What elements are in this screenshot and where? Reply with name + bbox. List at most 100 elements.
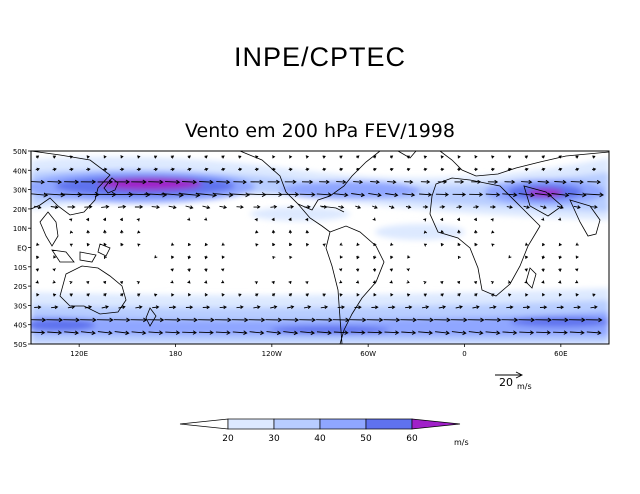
wind-arrow [372,167,377,172]
wind-arrow [255,230,259,234]
wind-arrow [69,293,74,297]
wind-arrow [366,317,384,323]
wind-arrow [69,167,74,172]
reference-unit: m/s [517,382,532,391]
wind-arrow [451,330,467,336]
wind-arrow [169,305,177,310]
wind-arrow [423,218,427,222]
wind-arrow [305,155,310,159]
wind-arrow [46,317,64,323]
wind-arrow [137,155,141,159]
wind-arrow [556,205,564,210]
colorbar-label: 50 [360,434,372,444]
wind-arrow [573,205,581,210]
wind-arrow [204,167,209,172]
south-america-coastline [325,225,385,344]
wind-arrow [406,293,411,297]
wind-arrow [417,317,434,323]
reference-arrow-head [515,371,524,379]
wind-arrow [338,205,345,209]
wind-arrow [271,217,275,221]
wind-arrow [182,330,197,335]
wind-arrow [501,317,519,323]
wind-arrow [372,217,376,221]
lon-label: 180 [169,350,182,358]
wind-arrow [204,280,208,284]
new-zealand-coastline [145,307,157,327]
wind-arrow [305,217,309,222]
wind-arrow [406,155,411,159]
wind-arrow [271,280,275,285]
wind-arrow [438,305,447,310]
wind-arrow [523,205,530,209]
wind-arrow [255,293,259,297]
wind-arrow [204,242,208,247]
wind-arrow [491,155,495,159]
wind-arrow [389,268,394,272]
wind-arrow [187,268,191,272]
wind-arrow [171,255,175,260]
wind-arrow [440,167,445,172]
colorbar: 20 30 40 50 60 m/s [179,418,469,447]
lat-label: 40S [14,322,28,330]
wind-arrow [334,192,349,198]
wind-arrow [187,167,192,172]
africa-coastline [429,177,541,297]
wind-arrow [185,305,194,310]
wind-arrow [558,217,562,221]
wind-arrow [151,205,160,210]
wind-arrow [590,305,598,310]
wind-arrow [541,217,545,221]
wind-arrow [535,317,552,323]
wind-arrow [490,218,494,222]
wind-arrow [114,330,130,336]
wind-arrow [187,293,192,297]
lon-label: 120W [262,350,282,358]
wind-arrow [69,280,73,285]
wind-arrow [253,205,261,209]
wind-arrow [300,330,315,336]
wind-arrow [356,155,360,159]
wind-arrow [370,180,380,185]
wind-arrow [148,179,164,185]
wind-arrow [339,255,343,259]
wind-arrow [271,167,276,172]
wind-arrow [185,205,194,210]
wind-arrow [236,305,244,310]
wind-arrow [553,330,568,335]
wind-arrow [305,229,309,234]
wind-arrow [390,293,394,297]
wind-arrow [518,317,536,323]
wind-arrow [119,217,123,222]
wind-arrow [137,230,141,234]
wind-arrow [305,293,310,297]
wind-arrow [518,192,535,198]
wind-arrow [187,255,191,260]
wind-arrow [265,317,283,323]
wind-arrow [439,205,446,209]
lat-label: 10S [14,264,28,272]
wind-arrow [69,230,74,234]
wind-arrow [541,167,546,172]
wind-arrow [52,293,57,297]
wind-arrow [388,305,396,310]
wind-arrow [490,281,495,285]
wind-arrow [405,205,412,209]
wind-arrow [84,204,93,209]
wind-arrow [592,155,596,159]
wind-arrow [113,317,131,323]
wind-arrow [568,317,586,323]
wind-arrow [373,255,377,260]
wind-arrow [339,280,343,284]
wind-arrow [457,242,461,247]
wind-arrow [34,305,42,310]
wind-arrow [282,192,300,197]
wind-arrow [187,217,191,221]
wind-arrow [373,155,377,159]
wind-arrow [320,305,329,310]
wind-arrow [321,205,328,209]
wind-arrow [238,293,242,297]
wind-arrow [64,330,79,336]
wind-arrow [575,268,579,272]
wind-arrow [435,192,449,197]
